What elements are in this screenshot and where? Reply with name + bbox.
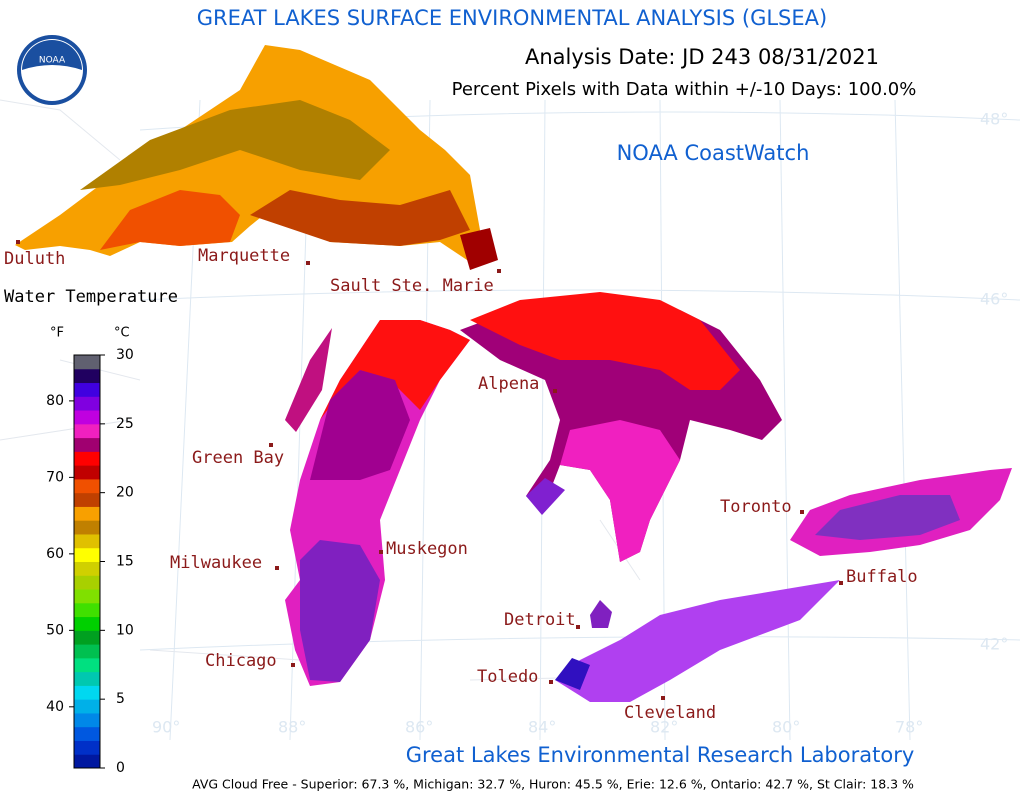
- lon-label: 82°: [650, 718, 678, 737]
- lat-label: 46°: [980, 290, 1008, 309]
- f-tick-label: 80: [46, 393, 64, 409]
- city-label: Detroit: [504, 610, 576, 630]
- scale-swatch: [74, 368, 100, 384]
- percent-pixels: Percent Pixels with Data within +/-10 Da…: [452, 79, 917, 100]
- scale-swatch: [74, 740, 100, 755]
- city-label: Chicago: [205, 651, 277, 671]
- lon-label: 78°: [895, 718, 923, 737]
- scale-swatch: [74, 410, 100, 425]
- c-tick-label: 5: [116, 691, 125, 707]
- scale-swatch: [74, 492, 100, 507]
- huron-north: [470, 292, 740, 390]
- logo-text: NOAA: [39, 56, 66, 66]
- scale-swatch: [74, 685, 100, 700]
- lat-label: 48°: [980, 110, 1008, 129]
- grid-labels: 48° 46° 42° 90° 88° 86° 84° 82° 80° 78°: [152, 110, 1008, 737]
- scale-swatch: [74, 396, 100, 411]
- michigan-north: [320, 320, 470, 420]
- scale-swatch: [74, 437, 100, 452]
- scale-swatch: [74, 602, 100, 618]
- lakes: [15, 45, 1012, 702]
- scale-swatch: [74, 657, 100, 673]
- superior-dark: [250, 190, 470, 246]
- scale-swatch: [74, 478, 100, 494]
- scale-swatch: [74, 712, 100, 728]
- erie-west: [555, 658, 590, 690]
- scale-swatch: [74, 533, 100, 549]
- michigan-mid: [310, 370, 410, 480]
- c-tick-label: 30: [116, 347, 134, 363]
- c-unit: °C: [114, 326, 130, 341]
- c-tick-label: 10: [116, 622, 134, 638]
- lake-st-clair: [590, 600, 612, 628]
- lon-label: 90°: [152, 718, 180, 737]
- ontario-core: [815, 495, 960, 540]
- city-label: Muskegon: [386, 539, 468, 559]
- c-tick-label: 15: [116, 554, 134, 570]
- superior-east: [460, 228, 498, 270]
- michigan-south: [300, 540, 380, 682]
- analysis-date: Analysis Date: JD 243 08/31/2021: [525, 45, 879, 69]
- city-label: Buffalo: [846, 567, 918, 587]
- city-label: Green Bay: [192, 448, 284, 468]
- lake-erie: [555, 580, 840, 702]
- scale-swatch: [74, 575, 100, 590]
- scale-swatch: [74, 726, 100, 741]
- c-tick-label: 20: [116, 485, 134, 501]
- title: GREAT LAKES SURFACE ENVIRONMENTAL ANALYS…: [197, 6, 827, 30]
- f-tick-label: 50: [46, 622, 64, 638]
- lon-label: 86°: [405, 718, 433, 737]
- f-tick-label: 70: [46, 469, 64, 485]
- cities: Duluth Marquette Sault Ste. Marie Green …: [4, 240, 918, 723]
- scale-swatch: [74, 754, 100, 769]
- f-tick-label: 60: [46, 546, 64, 562]
- scale-swatch: [74, 355, 100, 370]
- huron-south: [560, 420, 680, 562]
- city-label: Toledo: [477, 667, 538, 687]
- logo: NOAA: [17, 35, 87, 105]
- superior-cool: [80, 100, 390, 190]
- lon-label: 88°: [278, 718, 306, 737]
- city-label: Toronto: [720, 497, 792, 517]
- c-tick-label: 25: [116, 416, 134, 432]
- city-label: Sault Ste. Marie: [330, 276, 494, 296]
- scale-swatch: [74, 465, 100, 480]
- scale-swatch: [74, 644, 100, 659]
- scale-swatch: [74, 699, 100, 714]
- scale-swatch: [74, 589, 100, 604]
- f-unit: °F: [50, 326, 64, 341]
- credit: NOAA CoastWatch: [617, 141, 810, 165]
- legend-title: Water Temperature: [4, 287, 178, 307]
- c-tick-label: 0: [116, 760, 125, 776]
- scale-swatch: [74, 671, 100, 686]
- superior-warm: [100, 190, 240, 250]
- green-bay: [285, 328, 332, 432]
- scale-swatch: [74, 616, 100, 631]
- lab: Great Lakes Environmental Research Labor…: [406, 743, 915, 767]
- scale-swatch: [74, 561, 100, 576]
- scale-swatch: [74, 506, 100, 521]
- scale-swatch: [74, 423, 100, 439]
- scale-swatch: [74, 547, 100, 562]
- lat-label: 42°: [980, 635, 1008, 654]
- saginaw: [526, 478, 565, 515]
- city-label: Duluth: [4, 249, 65, 269]
- city-label: Alpena: [478, 374, 539, 394]
- scale-swatch: [74, 382, 100, 397]
- city-label: Marquette: [198, 246, 290, 266]
- lon-label: 84°: [528, 718, 556, 737]
- scale-swatch: [74, 451, 100, 466]
- scale-swatch: [74, 520, 100, 535]
- city-label: Cleveland: [624, 703, 716, 723]
- f-tick-label: 40: [46, 699, 64, 715]
- city-label: Milwaukee: [170, 553, 262, 573]
- scale-swatch: [74, 630, 100, 645]
- cloud-free: AVG Cloud Free - Superior: 67.3 %, Michi…: [192, 777, 914, 792]
- lon-label: 80°: [772, 718, 800, 737]
- color-scale: 0 5 10 15 20 25 30 40 50 60 70 80: [46, 347, 134, 776]
